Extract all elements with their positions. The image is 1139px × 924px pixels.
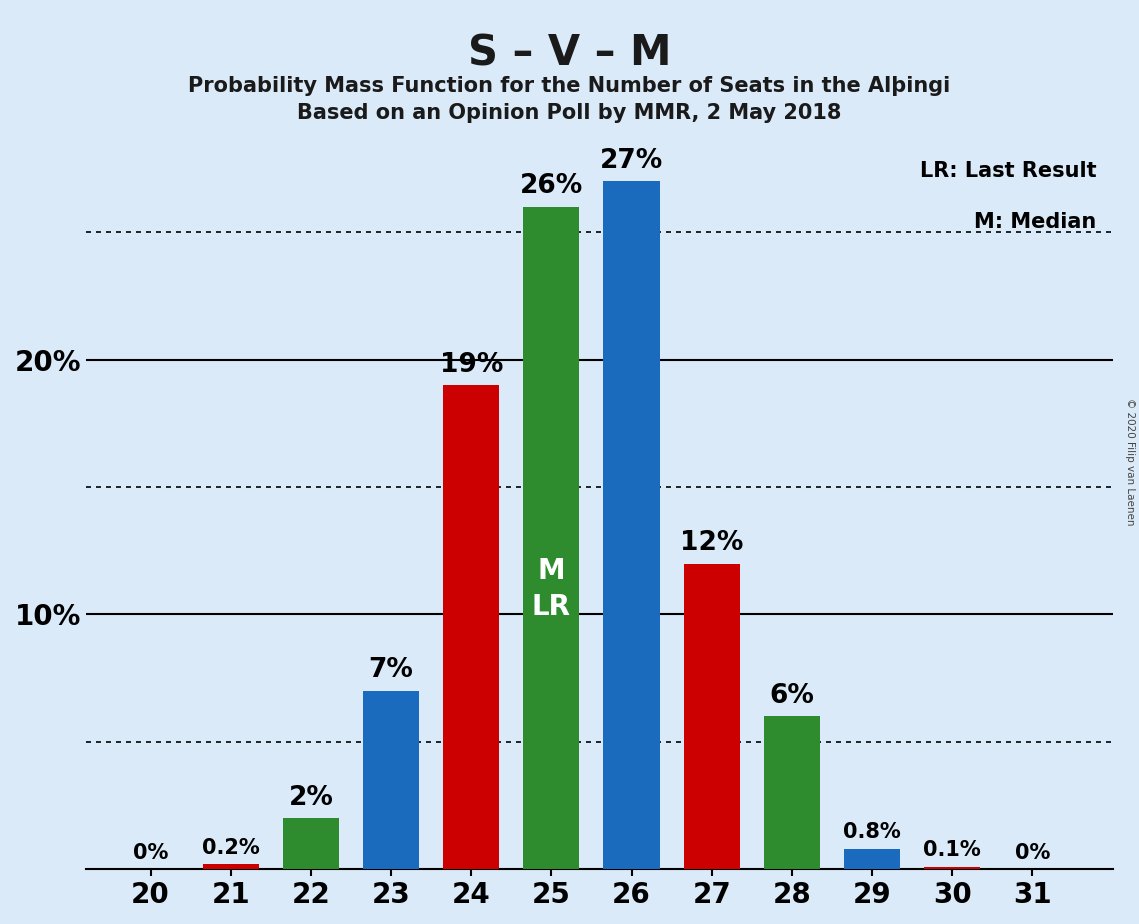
Bar <box>604 181 659 869</box>
Text: S – V – M: S – V – M <box>468 32 671 74</box>
Bar <box>363 691 419 869</box>
Text: LR: Last Result: LR: Last Result <box>920 161 1097 181</box>
Text: 12%: 12% <box>680 529 744 556</box>
Bar <box>764 716 820 869</box>
Text: 27%: 27% <box>600 148 663 174</box>
Text: 0%: 0% <box>1015 843 1050 863</box>
Text: 26%: 26% <box>519 174 583 200</box>
Text: M
LR: M LR <box>532 556 571 622</box>
Text: M: Median: M: Median <box>974 212 1097 232</box>
Text: Based on an Opinion Poll by MMR, 2 May 2018: Based on an Opinion Poll by MMR, 2 May 2… <box>297 103 842 124</box>
Bar <box>683 564 740 869</box>
Bar <box>203 864 259 869</box>
Text: 19%: 19% <box>440 351 503 378</box>
Text: 6%: 6% <box>770 683 814 709</box>
Bar <box>844 849 900 869</box>
Bar <box>282 819 339 869</box>
Text: Probability Mass Function for the Number of Seats in the Alþingi: Probability Mass Function for the Number… <box>188 76 951 96</box>
Text: 7%: 7% <box>369 657 413 683</box>
Bar <box>443 385 499 869</box>
Bar <box>924 867 981 869</box>
Text: 2%: 2% <box>288 784 334 810</box>
Text: 0.2%: 0.2% <box>202 838 260 857</box>
Text: 0.8%: 0.8% <box>843 822 901 843</box>
Text: 0%: 0% <box>133 843 169 863</box>
Bar <box>523 207 580 869</box>
Text: © 2020 Filip van Laenen: © 2020 Filip van Laenen <box>1125 398 1134 526</box>
Text: 0.1%: 0.1% <box>924 840 981 860</box>
